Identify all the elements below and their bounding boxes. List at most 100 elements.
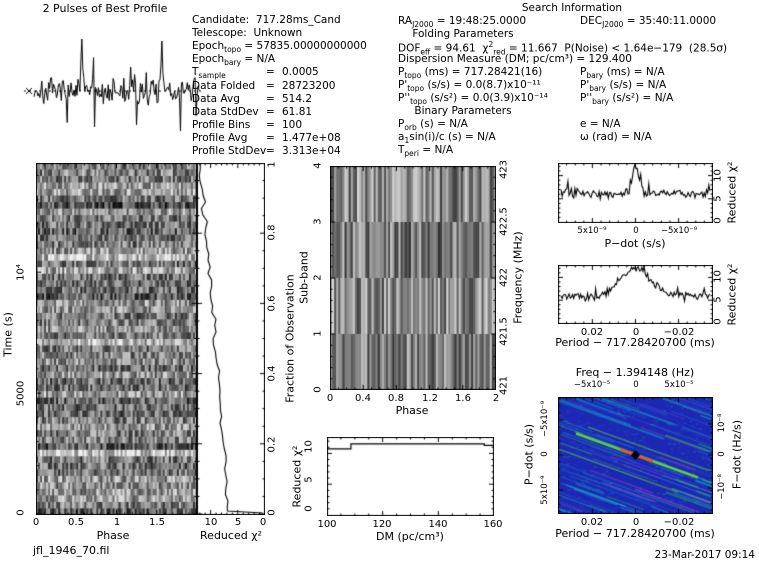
tick-label-ff_l: 5x10⁻⁹ xyxy=(540,475,550,505)
info-line: Telescope: Unknown xyxy=(192,27,303,40)
time-phase-greyscale xyxy=(36,163,197,515)
tick-label-sb_l: 1 xyxy=(312,330,324,337)
fraction-axis-label: Fraction of Observation xyxy=(283,274,297,403)
info-line: Epochtopo = 57835.00000000000 xyxy=(192,40,367,55)
tick-label-ff_t: 5x10⁻⁵ xyxy=(664,380,694,390)
candidate-info-section: Candidate: 717.28ms_Cand Telescope: Unkno… xyxy=(192,14,367,157)
chi2-vs-pdot-plot xyxy=(558,163,713,223)
plot-timestamp: 23-Mar-2017 09:14 xyxy=(654,549,755,561)
ra-value: RAJ2000 = 19:48:25.0000 xyxy=(398,15,527,30)
period-axis-label: Period − 717.28420700 (ms) xyxy=(555,336,715,349)
tick-label-frac: 0.8 xyxy=(266,224,278,241)
period-pdot-plane-plot xyxy=(558,397,713,514)
dm-axis-label: DM (pc/cm³) xyxy=(376,530,444,543)
tick-label-frac: 0 xyxy=(266,509,278,516)
tick-label-sb_r: 423 xyxy=(498,159,510,180)
tick-label-tp_y: 0 xyxy=(15,509,27,516)
period-line: Ptopo (ms) = 717.28421(16) Pbary (ms) = … xyxy=(385,66,759,81)
tick-label-chi_x: 10 xyxy=(204,517,218,528)
tick-label-ff_x: −0.02 xyxy=(663,517,695,528)
dof-value: DOFeff = 94.61 χ2red = 11.667 P(Noise) <… xyxy=(398,40,728,57)
tick-label-pe_x: −0.02 xyxy=(663,327,695,338)
binary-params-title: Binary Parameters xyxy=(414,105,512,117)
tick-label-sb_x: 1.6 xyxy=(455,393,471,404)
info-line: Candidate: 717.28ms_Cand xyxy=(192,14,341,26)
position-line: RAJ2000 = 19:48:25.0000 DECJ2000 = 35:40… xyxy=(385,15,759,30)
p-topo-value: Ptopo (ms) = 717.28421(16) xyxy=(398,66,543,81)
dof-line: DOFeff = 94.61 χ2red = 11.667 P(Noise) <… xyxy=(385,40,759,57)
t-peri-value: Tperi = N/A xyxy=(398,144,454,159)
eccentricity-value: e = N/A xyxy=(580,118,621,130)
pulse-profile-plot xyxy=(22,18,202,140)
tick-label-dm_x: 160 xyxy=(483,519,503,530)
time-axis-label: Time (s) xyxy=(1,312,15,357)
tick-label-ff_t: −5x10⁻⁵ xyxy=(573,380,611,390)
tick-label-sb_x: 0.4 xyxy=(355,393,371,404)
asini-line: a1sin(i)/c (s) = N/A ω (rad) = N/A xyxy=(385,131,759,146)
search-title: Search Information xyxy=(521,2,623,14)
tick-label-chi_x: 0 xyxy=(259,517,267,528)
pd-topo-value: P'topo (s/s) = 0.0(8.7)x10⁻¹¹ xyxy=(398,79,541,94)
phase-axis-label: Phase xyxy=(96,529,130,542)
ffdot-period-axis-label: Period − 717.28420700 (ms) xyxy=(555,527,715,540)
dec-value: DECJ2000 = 35:40:11.0000 xyxy=(580,15,717,30)
ffdot-fdot-axis-label: F−dot (Hz/s) xyxy=(730,419,744,490)
subband-phase-axis-label: Phase xyxy=(395,404,429,417)
ffdot-title: Freq − 1.394148 (Hz) xyxy=(575,366,695,379)
tick-label-tp_y: 5000 xyxy=(15,380,27,407)
tick-label-sb_l: 3 xyxy=(312,218,324,225)
tick-label-dm_x: 100 xyxy=(317,519,337,530)
tick-label-ff_x: 0 xyxy=(632,517,640,528)
tick-label-frac: 1 xyxy=(266,161,278,168)
tick-label-sb_x: 0 xyxy=(326,393,334,404)
tick-label-pd_x: −5x10⁻⁹ xyxy=(660,226,698,236)
p-orb-value: Porb (s) = N/A xyxy=(398,118,468,133)
tick-label-sb_r: 422 xyxy=(498,267,510,288)
pdd-topo-value: P''topo (s/s²) = 0.0(3.9)x10⁻¹⁴ xyxy=(398,92,548,107)
tick-label-sb_r: 421 xyxy=(498,375,510,396)
tick-label-sb_x: 1.2 xyxy=(422,393,438,404)
tick-label-dm_x: 140 xyxy=(428,519,448,530)
tick-label-ff_t: 0 xyxy=(633,380,639,390)
info-line: Epochbary = N/A xyxy=(192,53,276,68)
dm-value: Dispersion Measure (DM; pc/cm³) = 129.40… xyxy=(398,53,632,65)
tick-label-pe_x: 0 xyxy=(632,327,640,338)
chi2-vs-period-plot xyxy=(558,265,713,324)
pdot-chi2-axis-label: Reduced χ² xyxy=(725,161,739,224)
tick-label-tp_x: 0 xyxy=(32,517,40,528)
tick-label-chi_x: 5 xyxy=(234,517,242,528)
tick-label-frac: 0.2 xyxy=(266,436,278,453)
tperi-line: Tperi = N/A xyxy=(385,144,759,159)
subband-axis-label: Sub-band xyxy=(297,251,311,304)
input-filename: jfl_1946_70.fil xyxy=(33,544,110,557)
search-information-section: Search Information RAJ2000 = 19:48:25.00… xyxy=(385,2,759,159)
pddot-line: P''topo (s/s²) = 0.0(3.9)x10⁻¹⁴ P''bary … xyxy=(385,92,759,107)
tick-label-pd_y: 0 xyxy=(712,217,724,224)
tick-label-tp_x: 1 xyxy=(113,517,121,528)
tick-label-tp_x: 1.5 xyxy=(149,517,165,528)
porb-line: Porb (s) = N/A e = N/A xyxy=(385,118,759,133)
tick-label-sb_x: 0.8 xyxy=(388,393,404,404)
tick-label-tp_x: 0.5 xyxy=(68,517,84,528)
tick-label-sb_r: 421.5 xyxy=(498,317,510,346)
ffdot-pdot-axis-label: P−dot (s/s) xyxy=(522,423,536,486)
frequency-axis-label: Frequency (MHz) xyxy=(511,231,525,324)
dm-chi2-axis-label: Reduced χ² xyxy=(290,445,304,508)
p-bary-value: Pbary (ms) = N/A xyxy=(580,66,665,81)
tick-label-pd_x: 0 xyxy=(633,226,639,236)
chi2-vs-time-plot xyxy=(197,163,265,515)
folding-params-title: Folding Parameters xyxy=(412,28,514,40)
pdot-line: P'topo (s/s) = 0.0(8.7)x10⁻¹¹ P'bary (s/… xyxy=(385,79,759,94)
pd-bary-value: P'bary (s/s) = N/A xyxy=(580,79,667,94)
tick-label-frac: 0.4 xyxy=(266,365,278,382)
tick-label-sb_l: 0 xyxy=(312,386,324,393)
asini-value: a1sin(i)/c (s) = N/A xyxy=(398,131,496,146)
reduced-chi2-axis-label: Reduced χ² xyxy=(200,529,262,542)
chi2-vs-dm-plot xyxy=(327,437,494,516)
tick-label-sb_x: 2 xyxy=(492,393,500,404)
tick-label-pe_x: 0.02 xyxy=(580,327,604,338)
tick-label-sb_l: 2 xyxy=(312,274,324,281)
tick-label-frac: 0.6 xyxy=(266,295,278,312)
tick-label-pd_x: 5x10⁻⁹ xyxy=(577,226,607,236)
